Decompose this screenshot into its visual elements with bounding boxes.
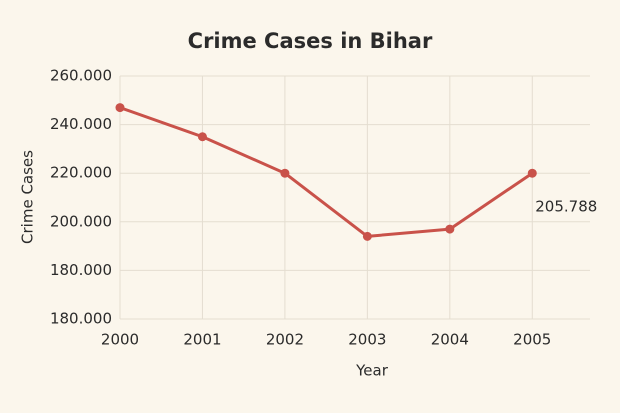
line	[119, 106, 534, 238]
point	[115, 103, 125, 113]
x-tick-label: 2002	[266, 331, 304, 349]
y-tick-label: 200.000	[50, 212, 112, 230]
x-tick-label: 2001	[183, 331, 221, 349]
point	[362, 231, 372, 241]
point	[197, 132, 207, 142]
y-tick-label: 180.000	[50, 261, 112, 279]
annotation: 205.788	[535, 198, 597, 216]
chart-title: Crime Cases in Bihar	[188, 29, 433, 53]
point	[280, 168, 290, 178]
point	[445, 224, 455, 234]
x-axis-label: Year	[355, 362, 389, 380]
x-tick-label: 2003	[348, 331, 386, 349]
y-tick-label: 220.000	[50, 164, 112, 182]
x-tick-label: 2000	[101, 331, 139, 349]
y-tick-label: 260.000	[50, 67, 112, 85]
x-tick-label: 2005	[513, 331, 551, 349]
y-tick-label: 240.000	[50, 115, 112, 133]
y-axis-label: Crime Cases	[19, 150, 37, 244]
x-tick-label: 2004	[431, 331, 469, 349]
y-tick-label: 180.000	[50, 310, 112, 328]
point	[527, 168, 537, 178]
